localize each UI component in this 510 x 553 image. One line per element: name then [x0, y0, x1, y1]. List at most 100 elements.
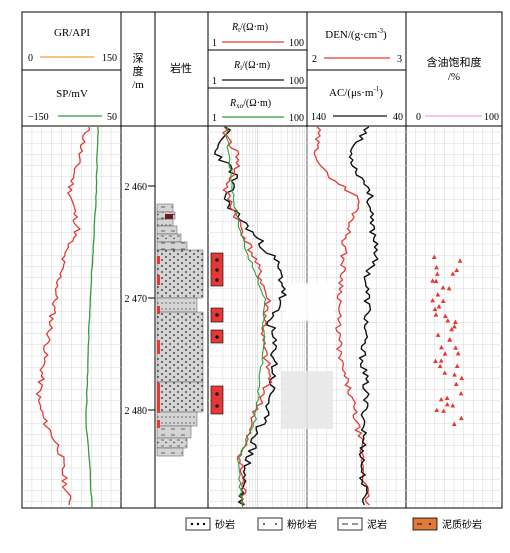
oil-saturation-point [458, 415, 464, 421]
oil-saturation-point [454, 363, 460, 369]
oil-saturation-point [457, 258, 463, 263]
lithology-title: 岩性 [170, 61, 192, 75]
rxo-max: 100 [289, 113, 304, 124]
oil-show-marker [157, 306, 160, 314]
litho-bed-sandstone [156, 381, 204, 413]
so-min: 0 [416, 112, 421, 123]
oil-saturation-point [453, 319, 458, 325]
ac-max: 40 [393, 112, 403, 123]
oil-saturation-point [438, 396, 444, 402]
oil-saturation-point [430, 278, 435, 283]
depth-label-2470: 2 470 [125, 294, 148, 305]
oil-saturation-point [452, 372, 457, 377]
depth-label-2460: 2 460 [125, 182, 148, 193]
ac-min: 140 [311, 112, 326, 123]
oil-saturation-point [432, 306, 438, 312]
rt-title: Rt/(Ω·m) [231, 22, 268, 34]
overlay-box [286, 283, 334, 321]
gr-max: 150 [102, 53, 117, 64]
oil-saturation-points [430, 254, 465, 426]
oil-show-marker [157, 383, 160, 413]
oil-saturation-point [440, 285, 446, 290]
oil-saturation-point [439, 345, 444, 350]
oil-saturation-point [435, 332, 441, 337]
oil-saturation-point [451, 421, 457, 426]
ac-curve [348, 126, 379, 506]
oil-saturation-point [453, 381, 459, 386]
oil-saturation-point [450, 271, 456, 276]
so-title-2: /% [448, 71, 460, 83]
oil-saturation-point [447, 337, 452, 342]
so-title-1: 含油饱和度 [427, 55, 482, 69]
track-grids [22, 127, 502, 507]
den-min: 2 [312, 54, 317, 65]
oil-saturation-point [433, 312, 439, 317]
legend-label-siltstone: 粉砂岩 [287, 518, 317, 531]
frame [21, 11, 503, 509]
litho-bed-sandstone [156, 249, 204, 299]
oil-saturation-point [434, 264, 439, 270]
oil-saturation-point [442, 313, 448, 319]
header: GR/API 0 150 SP/mV −150 50 深 度 /m 岩性 Rt/… [28, 22, 499, 124]
ac-title: AC/(μs·m-1) [329, 85, 383, 99]
gr-min: 0 [28, 53, 33, 64]
oil-layer-block [210, 385, 224, 415]
ri-max: 100 [289, 76, 304, 87]
gr-curve [35, 126, 91, 506]
litho-bed-siltstone [156, 411, 198, 427]
litho-bed-muddy-sandstone [156, 437, 188, 449]
oil-show-marker [157, 340, 160, 354]
sp-max: 50 [107, 112, 117, 123]
oil-show-marker [157, 275, 160, 285]
oil-saturation-point [430, 297, 436, 303]
litho-bed-muddy-sandstone [156, 233, 182, 243]
depth-title-2: 度 [133, 64, 144, 78]
litho-bed-mudstone [156, 203, 174, 213]
den-max: 3 [397, 54, 402, 65]
ri-curve [214, 126, 287, 506]
oil-saturation-point [431, 254, 437, 260]
rt-curve [222, 126, 273, 506]
litho-bed-mudstone [156, 241, 188, 251]
ri-title: Ri/(Ω·m) [233, 60, 270, 72]
so-max: 100 [484, 112, 499, 123]
oil-saturation-point [444, 395, 450, 400]
litho-bed-sandstone [156, 311, 204, 383]
lithology-column [156, 203, 204, 457]
oil-saturation-point [434, 407, 440, 412]
rxo-curve [225, 126, 267, 508]
oil-saturation-point [452, 324, 457, 329]
litho-bed-siltstone [156, 297, 198, 313]
depth-track: 2 460 2 470 2 480 [125, 182, 155, 417]
oil-show-marker [157, 420, 160, 428]
oil-saturation-point [441, 408, 447, 413]
oil-saturation-point [434, 271, 440, 276]
oil-saturation-point [449, 326, 455, 332]
overlay-box [281, 371, 333, 429]
litho-bed-siltstone [156, 218, 174, 227]
depth-label-2480: 2 480 [125, 406, 148, 417]
oil-saturation-point [454, 267, 460, 273]
oil-saturation-point [446, 286, 452, 291]
legend-swatch-siltstone [257, 517, 283, 531]
oil-saturation-point [440, 298, 446, 303]
depth-title-1: 深 [133, 52, 144, 65]
oil-saturation-point [442, 351, 448, 356]
oil-saturation-point [437, 363, 443, 369]
oil-show-marker [157, 256, 160, 264]
sp-title: SP/mV [56, 88, 88, 100]
litho-bed-mudstone [156, 425, 192, 439]
legend-label-sandstone: 砂岩 [215, 518, 235, 531]
legend-swatch-muddy-sandstone [412, 517, 438, 531]
gr-title: GR/API [54, 27, 90, 39]
oil-saturation-point [433, 358, 438, 363]
rxo-min: 1 [212, 113, 217, 124]
litho-bed-mudstone [156, 225, 178, 235]
oil-saturation-point [438, 358, 444, 363]
den-title: DEN/(g·cm-3) [325, 27, 387, 41]
sp-curve [85, 126, 99, 508]
rt-min: 1 [212, 38, 217, 49]
legend-label-muddy-sandstone: 泥质砂岩 [442, 518, 482, 531]
oil-saturation-point [458, 390, 464, 396]
